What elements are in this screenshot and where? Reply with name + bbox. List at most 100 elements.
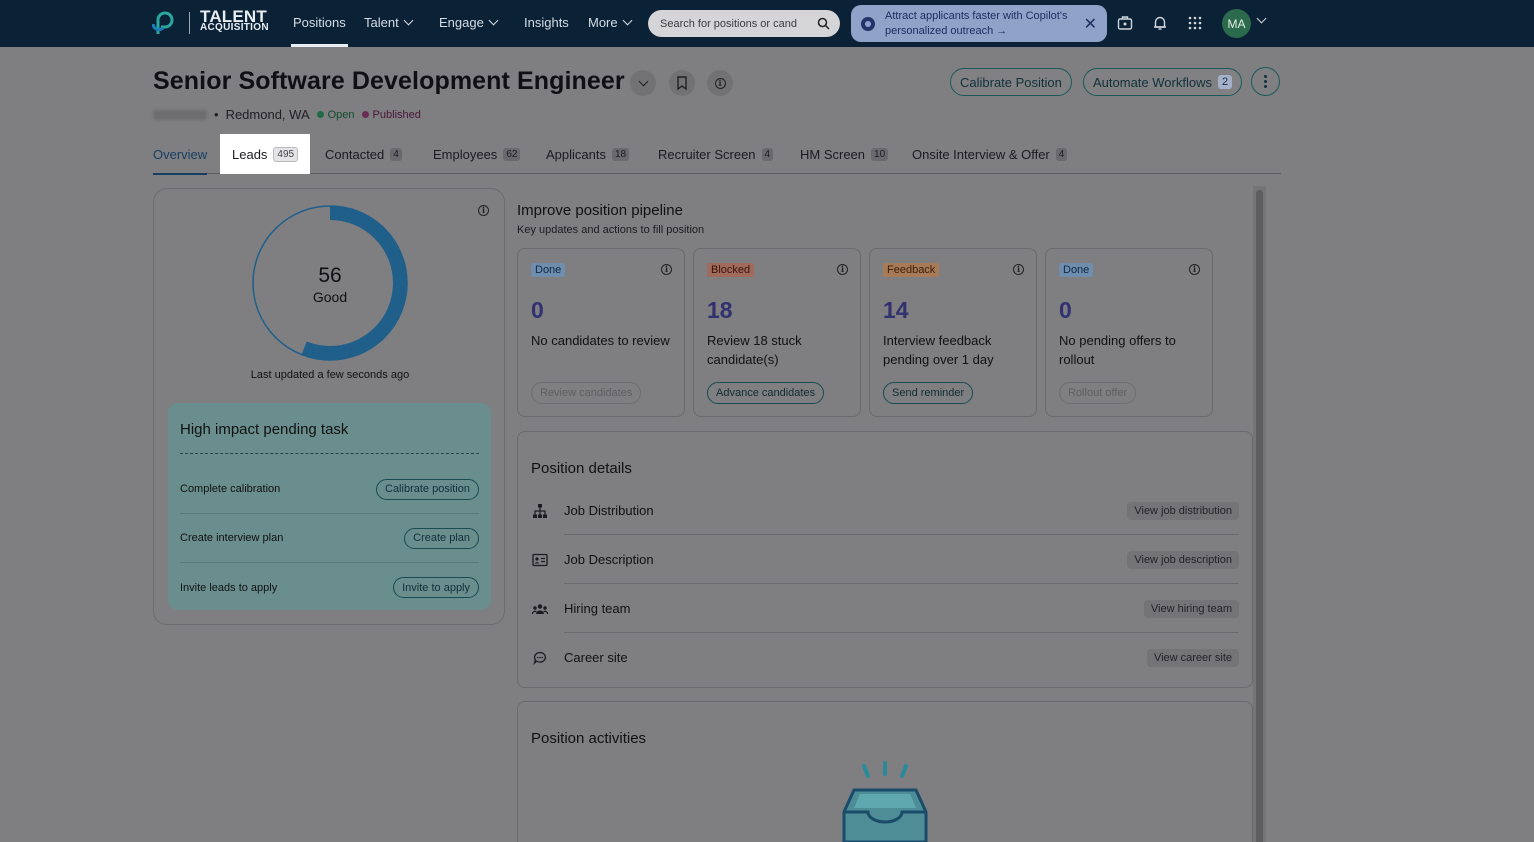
copilot-banner[interactable]: Attract applicants faster with Copilot's… (851, 5, 1107, 42)
position-details-title: Position details (531, 460, 632, 477)
status-tag: Feedback (883, 263, 940, 277)
pipeline-description: No pending offers to rollout (1059, 333, 1176, 367)
view-job-description-link[interactable]: View job description (1127, 550, 1239, 569)
pipeline-count: 14 (883, 297, 909, 323)
tab-onsite-interview-offer[interactable]: Onsite Interview & Offer 4 (912, 134, 1068, 174)
brand-wordmark: TALENT ACQUISITION (200, 7, 269, 33)
calibrate-position-pill[interactable]: Calibrate position (376, 478, 479, 500)
tab-applicants[interactable]: Applicants 18 (546, 134, 630, 174)
dashed-divider (180, 453, 479, 454)
info-icon: i (714, 77, 726, 89)
position-health-card: i 56 Good Last updated a few seconds ago… (153, 188, 505, 625)
tab-hm-screen[interactable]: HM Screen 10 (800, 134, 889, 174)
info-icon[interactable]: i (837, 264, 848, 275)
invite-to-apply-pill[interactable]: Invite to apply (393, 577, 479, 598)
tab-overview[interactable]: Overview (153, 134, 208, 175)
position-details-card: Position details Job Distribution View j… (517, 431, 1253, 688)
info-icon[interactable]: i (1013, 264, 1024, 275)
nav-positions[interactable]: Positions (291, 15, 348, 47)
last-updated-text: Last updated a few seconds ago (250, 369, 410, 381)
nav-engage[interactable]: Engage (439, 15, 499, 30)
bell-icon[interactable] (1151, 14, 1169, 32)
automate-workflows-button[interactable]: Automate Workflows 2 (1083, 68, 1243, 96)
pipeline-count: 0 (1059, 297, 1072, 323)
position-activities-title: Position activities (531, 730, 647, 747)
pipeline-count: 18 (707, 297, 733, 323)
tab-employees[interactable]: Employees 62 (433, 134, 521, 174)
task-row: Create interview plan Create plan (180, 514, 479, 563)
review-candidates-button[interactable]: Review candidates (531, 382, 642, 404)
create-plan-pill[interactable]: Create plan (404, 527, 479, 549)
more-options-button[interactable] (1251, 67, 1280, 96)
pending-tasks-title: High impact pending task (180, 421, 349, 438)
tab-leads[interactable]: Leads 495 (220, 134, 311, 174)
detail-row-job-description: Job Description View job description (530, 535, 1239, 584)
pipeline-description: Interview feedback pending over 1 day (883, 333, 994, 367)
chevron-down-icon (638, 76, 648, 86)
tab-contacted[interactable]: Contacted 4 (325, 134, 402, 174)
position-activities-card: Position activities (517, 701, 1253, 842)
status-tag: Done (1059, 263, 1094, 277)
bookmark-icon (677, 76, 687, 90)
info-icon[interactable]: i (1189, 264, 1200, 275)
pipeline-subtitle: Key updates and actions to fill position (517, 224, 705, 236)
pipeline-description: Review 18 stuck candidate(s) (707, 333, 802, 367)
pipeline-count: 0 (531, 297, 544, 323)
logo-divider (189, 12, 190, 34)
people-icon (530, 599, 550, 619)
nav-more[interactable]: More (588, 15, 633, 30)
chat-bubble-icon (530, 648, 550, 668)
nav-talent[interactable]: Talent (364, 15, 414, 30)
gauge-progress-arc (253, 206, 407, 360)
org-chart-icon (530, 501, 550, 521)
chevron-down-icon (622, 15, 633, 26)
info-button[interactable]: i (707, 70, 733, 96)
pipeline-card: Feedback i 14 Interview feedback pending… (869, 248, 1037, 417)
copilot-icon (861, 16, 875, 31)
detail-row-job-distribution: Job Distribution View job distribution (530, 486, 1239, 535)
position-tabs: Overview Leads 495 Contacted 4 Employees 62… (153, 134, 1281, 175)
status-tag: Blocked (707, 263, 755, 277)
title-dropdown-button[interactable] (630, 70, 656, 96)
user-avatar[interactable]: MA (1222, 9, 1251, 38)
info-icon[interactable]: i (478, 205, 489, 216)
scrollbar-thumb[interactable] (1256, 190, 1263, 842)
id-card-icon (530, 550, 550, 570)
copilot-banner-text[interactable]: Attract applicants faster with Copilot's… (885, 9, 1068, 37)
view-hiring-team-link[interactable]: View hiring team (1143, 599, 1239, 618)
bookmark-button[interactable] (669, 70, 695, 96)
pending-tasks-panel: High impact pending task Complete calibr… (168, 403, 491, 610)
calibrate-position-button[interactable]: Calibrate Position (950, 68, 1072, 96)
global-search-input[interactable]: Search for positions or cand (648, 10, 840, 37)
send-reminder-button[interactable]: Send reminder (883, 382, 974, 404)
pipeline-title: Improve position pipeline (517, 202, 683, 219)
nav-insights[interactable]: Insights (524, 15, 569, 30)
score-value: 56 (318, 264, 342, 287)
page-title: Senior Software Development Engineer (153, 67, 625, 95)
pipeline-description: No candidates to review (531, 333, 670, 348)
top-navigation-bar: TALENT ACQUISITION Positions Talent Enga… (0, 0, 1534, 47)
app-launcher-icon[interactable] (1186, 14, 1204, 32)
content-scrollbar[interactable] (1253, 186, 1266, 842)
rollout-offer-button[interactable]: Rollout offer (1059, 382, 1137, 404)
pipeline-card: Done i 0 No pending offers to rollout Ro… (1045, 248, 1213, 417)
search-icon[interactable] (817, 17, 830, 30)
search-placeholder: Search for positions or cand (660, 17, 797, 30)
advance-candidates-button[interactable]: Advance candidates (707, 382, 825, 404)
location-text: Redmond, WA (225, 107, 310, 122)
info-icon[interactable]: i (661, 264, 672, 275)
position-meta: • Redmond, WA Open Published (153, 107, 421, 122)
score-label: Good (312, 289, 348, 305)
briefcase-icon[interactable] (1116, 14, 1134, 32)
empty-inbox-icon (842, 761, 928, 842)
tab-recruiter-screen[interactable]: Recruiter Screen 4 (658, 134, 774, 174)
view-career-site-link[interactable]: View career site (1146, 648, 1239, 667)
view-job-distribution-link[interactable]: View job distribution (1127, 501, 1239, 520)
detail-row-hiring-team: Hiring team View hiring team (530, 584, 1239, 633)
status-open-badge: Open (316, 109, 355, 121)
detail-row-career-site: Career site View career site (530, 633, 1239, 682)
talent-logo-icon[interactable] (152, 10, 178, 36)
task-row: Invite leads to apply Invite to apply (180, 563, 479, 612)
close-icon[interactable]: ✕ (1083, 15, 1097, 33)
chevron-down-icon[interactable] (1256, 13, 1267, 24)
